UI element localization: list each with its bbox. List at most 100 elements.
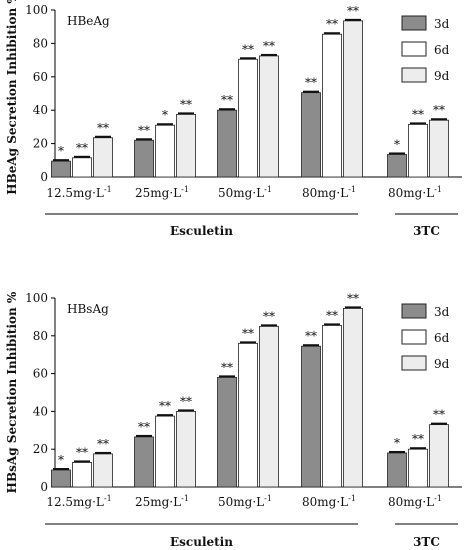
legend-swatch — [401, 67, 427, 83]
category-label-base: 80mg·L — [388, 186, 434, 200]
category-label: 25mg·L-1 — [135, 185, 189, 200]
y-tick-label: 20 — [33, 137, 48, 151]
category-label-base: 50mg·L — [218, 495, 264, 509]
y-tick-label: 100 — [25, 291, 48, 305]
legend-label: 3d — [434, 305, 450, 319]
y-tick-label: 80 — [33, 36, 48, 50]
significance-mark: ** — [433, 408, 445, 422]
bar — [238, 58, 258, 178]
category-label: 25mg·L-1 — [135, 494, 189, 509]
category-label-sup: -1 — [434, 494, 442, 503]
bar — [387, 452, 407, 488]
y-axis-label: HBeAg Secretion Inhibition % — [5, 0, 19, 195]
bar — [301, 92, 321, 178]
bar — [51, 469, 71, 488]
significance-mark: ** — [347, 4, 359, 18]
category-label: 80mg·L-1 — [302, 494, 356, 509]
bar — [176, 113, 196, 178]
category-label-sup: -1 — [348, 185, 356, 194]
significance-mark: ** — [326, 308, 338, 322]
significance-mark: * — [162, 108, 168, 122]
bar — [93, 137, 113, 178]
bar — [217, 376, 237, 488]
significance-mark: ** — [138, 420, 150, 434]
legend-swatch — [401, 15, 427, 31]
group-label: Esculetin — [170, 535, 233, 549]
bar — [408, 123, 428, 178]
significance-mark: ** — [305, 76, 317, 90]
significance-mark: ** — [263, 309, 275, 323]
category-label-base: 80mg·L — [302, 495, 348, 509]
significance-mark: ** — [263, 39, 275, 53]
category-label: 12.5mg·L-1 — [46, 185, 111, 200]
bar — [93, 453, 113, 488]
category-label: 50mg·L-1 — [218, 494, 272, 509]
bar — [217, 109, 237, 178]
category-label: 80mg·L-1 — [302, 185, 356, 200]
bar — [408, 448, 428, 488]
category-label: 80mg·L-1 — [388, 494, 442, 509]
category-label-sup: -1 — [434, 185, 442, 194]
panel-title: HBeAg — [67, 14, 110, 28]
bar — [429, 119, 449, 178]
bar — [259, 55, 279, 178]
legend-swatch — [401, 303, 427, 319]
category-label: 12.5mg·L-1 — [46, 494, 111, 509]
category-label-sup: -1 — [181, 494, 189, 503]
y-tick-label: 80 — [33, 329, 48, 343]
category-label-base: 25mg·L — [135, 186, 181, 200]
category-label-sup: -1 — [104, 185, 112, 194]
panel-title: HBsAg — [67, 302, 109, 316]
y-tick-label: 40 — [33, 404, 48, 418]
bar — [51, 160, 71, 178]
category-label-sup: -1 — [104, 494, 112, 503]
significance-mark: ** — [97, 437, 109, 451]
significance-mark: ** — [180, 394, 192, 408]
group-label: 3TC — [413, 224, 440, 238]
significance-mark: ** — [138, 123, 150, 137]
category-label-base: 12.5mg·L — [46, 186, 104, 200]
category-label-base: 80mg·L — [388, 495, 434, 509]
significance-mark: * — [394, 436, 400, 450]
group-label: Esculetin — [170, 224, 233, 238]
bar — [134, 436, 154, 488]
category-label: 50mg·L-1 — [218, 185, 272, 200]
significance-mark: * — [394, 137, 400, 151]
significance-mark: ** — [305, 329, 317, 343]
significance-mark: * — [58, 144, 64, 158]
bar — [155, 124, 175, 178]
significance-mark: ** — [221, 93, 233, 107]
significance-mark: ** — [412, 432, 424, 446]
bar — [343, 20, 363, 178]
category-label-sup: -1 — [264, 185, 272, 194]
y-tick-label: 0 — [40, 170, 48, 184]
chart-panel-2: 0 20 40 60 80 100 HBsAg Secretion Inhibition %… — [5, 291, 462, 549]
group-label: 3TC — [413, 535, 440, 549]
significance-mark: ** — [242, 326, 254, 340]
legend-label: 6d — [434, 331, 450, 345]
bar — [387, 154, 407, 178]
legend-label: 9d — [434, 69, 450, 83]
significance-mark: ** — [412, 107, 424, 121]
y-tick-label: 40 — [33, 103, 48, 117]
legend-label: 9d — [434, 357, 450, 371]
bar — [343, 307, 363, 488]
legend-swatch — [401, 41, 427, 57]
significance-mark: ** — [180, 97, 192, 111]
significance-mark: ** — [76, 445, 88, 459]
y-tick-label: 20 — [33, 442, 48, 456]
y-tick-label: 60 — [33, 367, 48, 381]
y-axis-label: HBsAg Secretion Inhibition % — [5, 291, 19, 493]
significance-mark: ** — [159, 399, 171, 413]
category-label-base: 25mg·L — [135, 495, 181, 509]
bar — [259, 325, 279, 488]
bar — [134, 139, 154, 178]
category-label-base: 12.5mg·L — [46, 495, 104, 509]
bar — [322, 33, 342, 178]
bar — [155, 415, 175, 488]
significance-mark: ** — [76, 141, 88, 155]
legend-swatch — [401, 329, 427, 345]
category-label-sup: -1 — [181, 185, 189, 194]
legend-label: 3d — [434, 17, 450, 31]
